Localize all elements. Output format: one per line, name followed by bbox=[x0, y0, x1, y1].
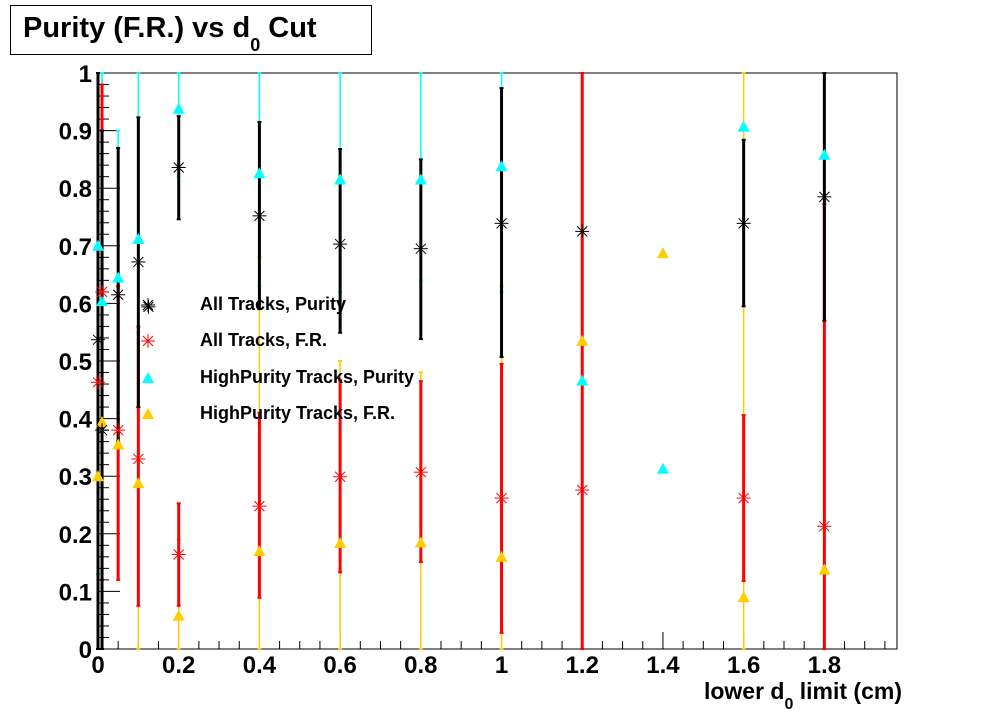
data-point-star bbox=[111, 423, 126, 438]
legend-marker-triangle bbox=[142, 372, 154, 383]
x-tick-label: 1.2 bbox=[566, 652, 599, 679]
data-point-triangle bbox=[818, 148, 831, 160]
data-point-triangle bbox=[495, 160, 508, 172]
data-point-star bbox=[413, 465, 428, 480]
data-point-star bbox=[494, 216, 509, 231]
data-point-star bbox=[171, 547, 186, 562]
data-point-star bbox=[91, 375, 105, 390]
y-tick-label: 0 bbox=[79, 637, 92, 664]
y-tick-label: 0.7 bbox=[59, 234, 92, 261]
legend-label-all-purity: All Tracks, Purity bbox=[200, 294, 347, 314]
data-point-star bbox=[333, 469, 348, 484]
data-point-triangle bbox=[132, 477, 145, 489]
y-tick-label: 0.8 bbox=[59, 176, 92, 203]
data-point-star bbox=[252, 208, 267, 223]
data-point-star bbox=[736, 491, 751, 506]
data-point-star bbox=[171, 160, 186, 175]
x-tick-label: 0.6 bbox=[323, 652, 356, 679]
y-tick-label: 1 bbox=[79, 61, 92, 88]
data-point-star bbox=[575, 483, 590, 498]
data-point-star bbox=[131, 451, 146, 466]
data-point-star bbox=[95, 284, 110, 299]
data-point-triangle bbox=[414, 173, 427, 185]
x-tick-label: 0 bbox=[91, 652, 104, 679]
data-point-star bbox=[252, 499, 267, 514]
data-point-triangle bbox=[495, 550, 508, 562]
data-point-triangle bbox=[737, 591, 750, 603]
data-point-star bbox=[413, 241, 428, 256]
data-point-triangle bbox=[96, 295, 109, 307]
xlabel-subscript: 0 bbox=[784, 696, 794, 713]
y-tick-label: 0.4 bbox=[59, 407, 93, 434]
y-tick-label: 0.2 bbox=[59, 522, 92, 549]
title-end: Cut bbox=[260, 12, 317, 44]
x-tick-label: 0.2 bbox=[162, 652, 195, 679]
data-point-star bbox=[736, 216, 751, 231]
x-tick-label: 1.8 bbox=[808, 652, 841, 679]
data-point-star bbox=[91, 332, 105, 347]
y-tick-label: 0.3 bbox=[59, 464, 92, 491]
data-point-star bbox=[131, 254, 146, 269]
data-point-triangle bbox=[334, 537, 347, 549]
title-subscript: 0 bbox=[250, 35, 261, 55]
data-point-triangle bbox=[334, 173, 347, 185]
title-main: Purity (F.R.) vs d bbox=[23, 12, 251, 44]
data-point-triangle bbox=[737, 120, 750, 132]
data-point-triangle bbox=[253, 545, 266, 557]
y-tick-label: 0.5 bbox=[59, 349, 92, 376]
data-point-star bbox=[95, 423, 110, 438]
xlabel-pre: lower d bbox=[703, 678, 785, 704]
legend-marker-star bbox=[141, 334, 155, 348]
data-point-triangle bbox=[112, 271, 125, 283]
legend-label-hp-fr: HighPurity Tracks, F.R. bbox=[200, 403, 396, 423]
data-point-triangle bbox=[112, 438, 125, 450]
data-point-star bbox=[333, 237, 348, 252]
x-tick-label: 0.4 bbox=[243, 652, 277, 679]
data-point-star bbox=[111, 287, 126, 302]
data-point-triangle bbox=[576, 334, 589, 346]
data-point-triangle bbox=[656, 462, 669, 474]
y-tick-label: 0.9 bbox=[59, 119, 92, 146]
x-tick-label: 1.4 bbox=[646, 652, 680, 679]
data-point-triangle bbox=[414, 536, 427, 548]
data-point-triangle bbox=[253, 167, 266, 179]
y-tick-label: 0.1 bbox=[59, 579, 92, 606]
data-point-triangle bbox=[576, 374, 589, 386]
data-point-triangle bbox=[92, 239, 104, 251]
data-point-star bbox=[817, 189, 832, 204]
chart-title: Purity (F.R.) vs d0 Cut bbox=[23, 12, 317, 55]
data-point-triangle bbox=[656, 247, 669, 259]
data-point-triangle bbox=[172, 102, 185, 114]
plot-frame bbox=[97, 72, 898, 650]
data-point-triangle bbox=[132, 232, 145, 244]
data-point-triangle bbox=[818, 563, 831, 575]
data-point-star bbox=[575, 224, 590, 239]
data-point-triangle bbox=[92, 470, 104, 482]
data-point-triangle bbox=[172, 609, 185, 621]
legend-marker-star bbox=[141, 298, 155, 312]
x-tick-label: 1.6 bbox=[727, 652, 760, 679]
chart-title-box: Purity (F.R.) vs d0 Cut bbox=[10, 5, 372, 55]
xlabel-post: limit (cm) bbox=[793, 678, 902, 704]
data-point-star bbox=[817, 519, 832, 534]
legend-label-all-fr: All Tracks, F.R. bbox=[200, 330, 328, 350]
data-point-star bbox=[494, 491, 509, 506]
legend-label-hp-purity: HighPurity Tracks, Purity bbox=[200, 367, 415, 387]
data-point-triangle bbox=[96, 416, 109, 428]
x-tick-label: 0.8 bbox=[404, 652, 437, 679]
y-tick-label: 0.6 bbox=[59, 291, 92, 318]
x-tick-label: 1 bbox=[495, 652, 508, 679]
x-axis-title: lower d0 limit (cm) bbox=[703, 678, 902, 713]
legend-marker-triangle bbox=[142, 408, 154, 419]
